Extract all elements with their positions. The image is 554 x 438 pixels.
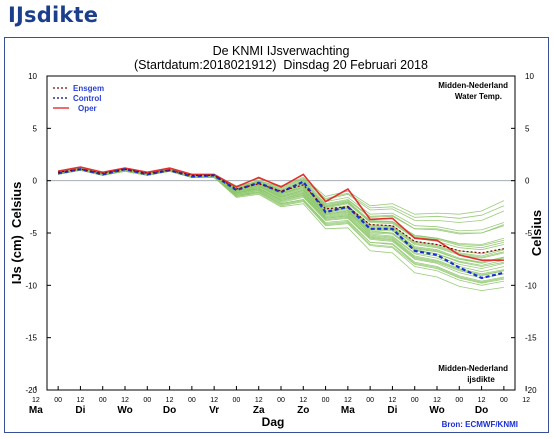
x-hour-label: 12 (166, 397, 174, 404)
y-tick-label-right: -5 (525, 229, 533, 238)
ensemble-member-line (58, 168, 504, 263)
y-tick-label-right: -15 (525, 334, 537, 343)
x-hour-label: 12 (121, 397, 129, 404)
x-hour-label: 00 (455, 397, 463, 404)
y-tick-label-left: -15 (25, 334, 37, 343)
x-day-label: Zo (297, 405, 309, 416)
x-day-label: Di (75, 405, 85, 416)
ensemble-member-line (58, 169, 504, 273)
forecast-panel: 10 10 5 5 0 0 -5 -5 -10 -10 -15 -15 -20 -20 12 00 12 00 12… (4, 37, 549, 433)
y-tick-label-right: 10 (525, 72, 534, 81)
legend-label-control: Control (73, 94, 101, 103)
x-hour-label: 12 (77, 397, 85, 404)
ensemble-member-line (58, 167, 505, 235)
x-day-label: Do (475, 405, 488, 416)
series-line-control (57, 168, 505, 280)
plot-area-frame (46, 75, 516, 391)
water-temp-label: Water Temp. (455, 92, 502, 101)
series-line-oper (57, 166, 504, 261)
x-day-label: Wo (117, 405, 132, 416)
x-hour-label: 12 (299, 397, 307, 404)
y-tick-label-left: 0 (33, 177, 38, 186)
page-title: IJsdikte (8, 3, 99, 27)
x-day-label: Vr (209, 405, 219, 416)
x-hour-label: 12 (210, 397, 218, 404)
y-tick-label-left: 5 (33, 124, 38, 133)
ensemble-members (58, 167, 505, 292)
x-axis-label: Dag (262, 415, 285, 429)
y-tick-label-right: 0 (525, 177, 530, 186)
ensemble-member-line (58, 168, 504, 251)
y-axis-label-left: IJs (cm) Celsius (9, 182, 24, 285)
x-day-label: Ma (29, 405, 43, 416)
chart-title: De KNMI IJsverwachting (213, 44, 350, 58)
x-hour-label: 00 (277, 397, 285, 404)
x-day-label: Wo (429, 405, 444, 416)
x-hour-label: 12 (344, 397, 352, 404)
y-axis-label-right: Celsius (529, 210, 544, 256)
y-tick-label-right: -20 (525, 386, 537, 395)
source-credit: Bron: ECMWF/KNMI (442, 420, 518, 429)
x-hour-label: 12 (389, 397, 397, 404)
chart-legend: Ensgem Control Oper (53, 84, 104, 113)
region-label-top: Midden-Nederland (438, 81, 508, 90)
legend-label-oper: Oper (78, 104, 97, 113)
x-hour-label: 00 (411, 397, 419, 404)
x-day-label: Ma (341, 405, 355, 416)
x-day-label: Do (163, 405, 176, 416)
region-label-bottom: Midden-Nederland (438, 364, 508, 373)
x-hour-label: 12 (32, 397, 40, 404)
y-tick-label-left: -20 (25, 386, 37, 395)
main-series (57, 166, 505, 280)
y-tick-label-left: 10 (28, 72, 37, 81)
chart-subtitle: (Startdatum:2018021912) Dinsdag 20 Febru… (134, 58, 428, 72)
x-hour-label: 00 (500, 397, 508, 404)
ice-thickness-label: ijsdikte (467, 375, 495, 384)
x-day-label: Di (387, 405, 397, 416)
x-hour-label: 12 (433, 397, 441, 404)
x-hour-label: 00 (322, 397, 330, 404)
x-day-label: Za (253, 405, 265, 416)
y-tick-label-right: 5 (525, 124, 530, 133)
y-tick-label-left: -10 (25, 281, 37, 290)
x-hour-label: 00 (366, 397, 374, 404)
x-hour-label: 00 (99, 397, 107, 404)
x-hour-label: 00 (188, 397, 196, 404)
ensemble-member-line (58, 169, 504, 283)
ensemble-member-line (58, 168, 505, 257)
ensemble-member-line (58, 169, 504, 276)
y-tick-label-left: -5 (30, 229, 38, 238)
x-hour-label: 00 (143, 397, 151, 404)
ensemble-member-line (58, 168, 504, 263)
x-hour-label: 12 (255, 397, 263, 404)
x-hour-label: 00 (54, 397, 62, 404)
x-hour-label: 12 (522, 397, 530, 404)
x-hour-label: 12 (478, 397, 486, 404)
y-tick-label-right: -10 (525, 281, 537, 290)
x-hour-label: 00 (233, 397, 241, 404)
legend-label-ensgem: Ensgem (73, 84, 104, 93)
ensemble-member-line (58, 168, 504, 255)
